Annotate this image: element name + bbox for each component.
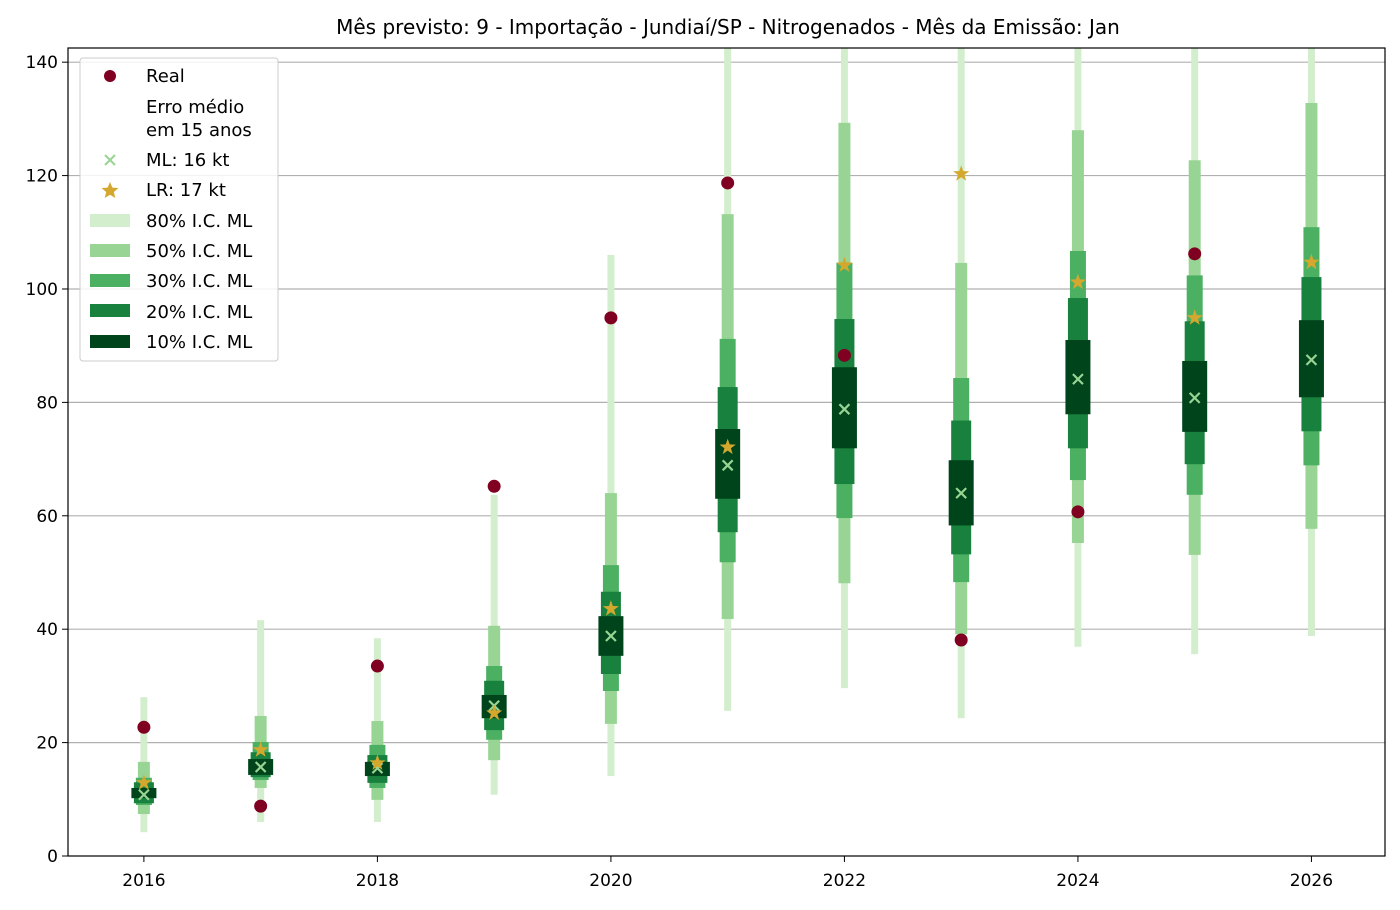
legend-ci30: 30% I.C. ML (146, 271, 252, 292)
real-marker (137, 720, 151, 734)
ml-marker (605, 630, 617, 642)
ml-marker-stroke (1072, 373, 1084, 385)
y-tick-label: 20 (36, 734, 58, 754)
legend-ci20: 20% I.C. ML (146, 302, 252, 323)
ci10-interval-bar (131, 787, 157, 799)
legend-lr: LR: 17 kt (146, 180, 226, 201)
y-tick-label: 40 (36, 620, 58, 640)
ci10-interval-bar (1065, 340, 1091, 415)
ml-marker-stroke (138, 788, 150, 801)
plot-frame (67, 47, 1386, 857)
ml-marker-stroke (1188, 392, 1201, 404)
y-tick-label: 120 (26, 167, 58, 187)
real-marker (721, 176, 735, 190)
ml-marker (138, 788, 150, 801)
lr-marker (1303, 253, 1320, 270)
ml-marker (1188, 392, 1201, 404)
lr-marker (836, 256, 853, 272)
lr-marker (602, 600, 619, 616)
y-tick-label: 60 (36, 507, 58, 527)
ml-marker (254, 761, 267, 773)
legend-ci50-swatch (90, 244, 130, 257)
lr-marker (252, 741, 269, 757)
lr-marker (135, 774, 152, 790)
legend-ci20-swatch (90, 304, 130, 317)
y-tick-label: 140 (26, 53, 58, 73)
x-axis: 2016 2018 2020 2022 2024 2026 (122, 856, 1333, 891)
ml-marker (1305, 354, 1318, 366)
ml-marker-stroke (1305, 354, 1318, 366)
y-tick-label: 0 (47, 847, 58, 867)
legend-ci50: 50% I.C. ML (146, 241, 252, 262)
legend-ci80: 80% I.C. ML (146, 211, 252, 232)
legend-erro-line2: em 15 anos (146, 120, 252, 141)
ml-marker-stroke (955, 487, 967, 499)
real-marker (370, 659, 384, 673)
legend-ci10-swatch (90, 335, 130, 348)
legend-real-marker (104, 70, 116, 82)
real-marker (1071, 505, 1085, 519)
ml-marker-stroke (721, 459, 734, 472)
ml-marker (955, 487, 967, 499)
legend-ci30-swatch (90, 274, 130, 287)
x-tick-label: 2022 (823, 871, 866, 891)
x-tick-label: 2016 (122, 871, 165, 891)
chart-title: Mês previsto: 9 - Importação - Jundiaí/S… (336, 15, 1120, 39)
real-marker (254, 799, 268, 813)
legend-ci80-swatch (90, 214, 130, 227)
legend-ml-marker (104, 154, 116, 166)
x-tick-label: 2018 (356, 871, 399, 891)
legend-ml: ML: 16 kt (146, 150, 229, 171)
real-marker (954, 633, 968, 647)
ml-marker-stroke (605, 630, 617, 642)
x-tick-label: 2024 (1056, 871, 1099, 891)
lr-marker (369, 754, 386, 770)
ml-marker (721, 459, 734, 472)
real-marker (487, 479, 501, 493)
lr-marker (953, 165, 970, 181)
ml-marker-stroke (838, 403, 851, 415)
x-tick-label: 2026 (1290, 871, 1333, 891)
y-tick-label: 80 (36, 393, 58, 413)
real-marker (604, 311, 618, 325)
real-marker (1188, 247, 1202, 261)
legend: Real Erro médio em 15 anos ML: 16 kt LR:… (79, 57, 279, 362)
y-tick-label: 100 (26, 280, 58, 300)
real-marker (837, 348, 851, 362)
ml-marker (838, 403, 851, 415)
legend-ci10: 10% I.C. ML (146, 332, 252, 353)
legend-real: Real (146, 66, 185, 87)
lr-marker (486, 704, 503, 720)
lr-marker (1069, 273, 1086, 290)
ml-marker (1072, 373, 1084, 385)
x-tick-label: 2020 (589, 871, 632, 891)
lr-marker (1186, 309, 1203, 325)
plot-marks (131, 48, 1324, 833)
legend-lr-marker (101, 182, 119, 198)
legend-erro-line1: Erro médio (146, 97, 244, 118)
y-axis: 0 20 40 60 80 100 120 140 (26, 53, 68, 867)
ml-marker-stroke (254, 761, 267, 773)
lr-marker (719, 438, 736, 455)
